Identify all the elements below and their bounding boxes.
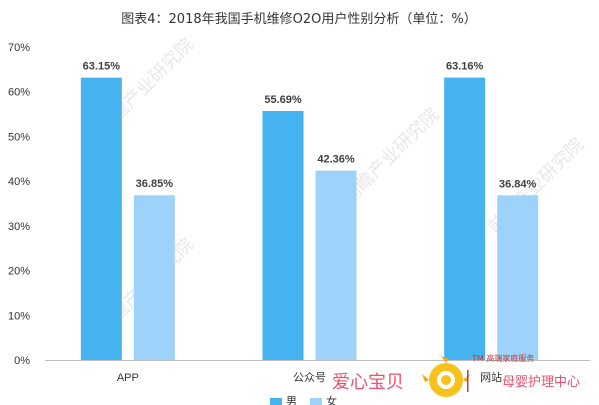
overlay-logo-tm: TM 高端家庭服务 — [471, 353, 534, 363]
data-label: 55.69% — [264, 94, 302, 106]
sun-icon — [422, 356, 470, 397]
y-tick-label: 40% — [8, 176, 30, 188]
data-label: 63.16% — [446, 61, 484, 73]
bar-female-1 — [315, 170, 357, 360]
bars — [80, 77, 539, 361]
overlay-logo: TM 高端家庭服务 爱心宝贝 母婴护理中心 — [332, 353, 580, 397]
bar-female-0 — [133, 195, 175, 360]
legend-swatch — [310, 398, 322, 405]
data-label: 63.15% — [83, 61, 121, 73]
legend-label: 男 — [286, 395, 297, 405]
bar-male-0 — [80, 77, 122, 361]
data-label: 36.85% — [136, 178, 174, 190]
bar-female-2 — [497, 195, 539, 360]
y-tick-label: 10% — [8, 310, 30, 322]
chart-title: 图表4：2018年我国手机维修O2O用户性别分析（单位：%） — [121, 11, 476, 27]
data-label: 42.36% — [317, 154, 355, 166]
overlay-logo-divider — [467, 370, 469, 392]
value-labels: 63.15% 36.85% 55.69% 42.36% 63.16% 36.84% — [83, 61, 537, 191]
y-tick-label: 50% — [8, 131, 30, 143]
data-label: 36.84% — [499, 178, 537, 190]
overlay-logo-brand: 爱心宝贝 — [332, 372, 404, 393]
legend: 男女 — [270, 394, 337, 405]
y-tick-label: 70% — [8, 42, 30, 54]
legend-label: 女 — [326, 394, 337, 405]
x-axis: APP 公众号 网站 — [45, 360, 590, 384]
y-tick-label: 30% — [8, 221, 30, 233]
overlay-logo-slogan: 母婴护理中心 — [502, 375, 580, 390]
y-tick-label: 0% — [14, 355, 30, 367]
y-tick-label: 20% — [8, 266, 30, 278]
legend-swatch — [270, 398, 282, 405]
bar-male-1 — [262, 110, 304, 360]
x-tick-label: 网站 — [480, 370, 502, 384]
y-tick-label: 60% — [8, 87, 30, 99]
x-tick-label: APP — [117, 372, 139, 384]
y-axis: 0% 10% 20% 30% 40% 50% 60% 70% — [8, 42, 30, 367]
x-tick-label: 公众号 — [293, 371, 326, 384]
bar-male-2 — [444, 77, 486, 361]
